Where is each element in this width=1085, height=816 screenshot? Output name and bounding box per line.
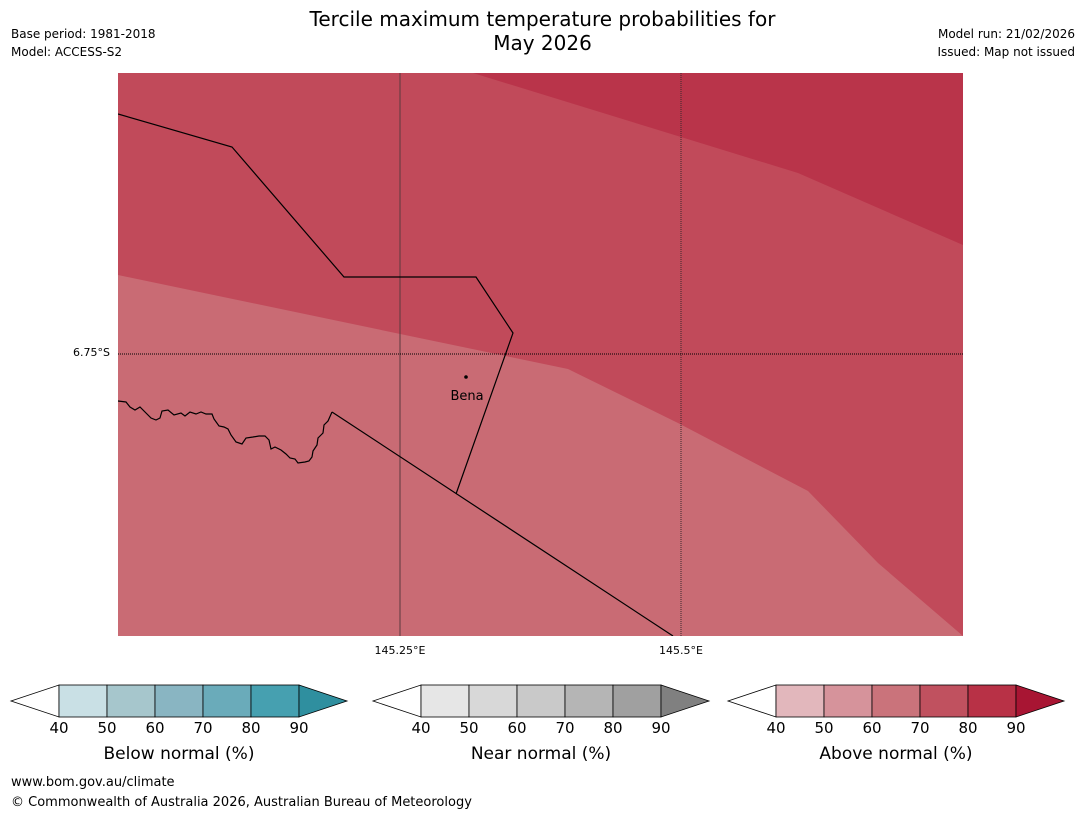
- place-marker-bena: [464, 375, 468, 379]
- province-boundary-south: [331, 411, 674, 636]
- legend-above-swatch: [967, 684, 1017, 718]
- legend-near-swatch: [420, 684, 470, 718]
- legend-above-swatch: [919, 684, 969, 718]
- legend-above-tick: 80: [958, 719, 978, 737]
- legend-above-swatch: [823, 684, 873, 718]
- legend-above-extend-high: [1015, 684, 1066, 718]
- legend-above-swatch: [775, 684, 825, 718]
- map-svg: Bena: [118, 73, 963, 636]
- legend-near-swatch: [612, 684, 662, 718]
- coastline: [118, 400, 333, 464]
- legend-near-title: Near normal (%): [470, 744, 612, 764]
- legend-above-title: Above normal (%): [819, 744, 973, 764]
- legend-below-tick: 70: [193, 719, 213, 737]
- meta-left: Base period: 1981-2018 Model: ACCESS-S2: [11, 25, 156, 61]
- map-title-line2: May 2026: [493, 31, 592, 55]
- legend-near-extend-low: [371, 684, 422, 718]
- lon-label-145-5: 145.5°E: [659, 644, 703, 657]
- map-title-line1: Tercile maximum temperature probabilitie…: [309, 7, 776, 31]
- base-period: Base period: 1981-2018: [11, 27, 156, 41]
- legend-below-tick: 60: [145, 719, 165, 737]
- province-boundary: [118, 113, 514, 495]
- legend-below-tick: 90: [289, 719, 309, 737]
- lon-label-145-25: 145.25°E: [374, 644, 426, 657]
- legend-near-tick: 50: [459, 719, 479, 737]
- legend-above-swatch: [871, 684, 921, 718]
- legend-near-tick: 40: [411, 719, 431, 737]
- legend-below-bar: [9, 684, 349, 718]
- legend-below-swatch: [106, 684, 156, 718]
- footer-url[interactable]: www.bom.gov.au/climate: [11, 775, 175, 790]
- legend-near-swatch: [468, 684, 518, 718]
- legend-above-tick: 70: [910, 719, 930, 737]
- legend-above-tick: 60: [862, 719, 882, 737]
- legend-near-tick: 80: [603, 719, 623, 737]
- legend-below-swatch: [154, 684, 204, 718]
- legend-above-tick: 40: [766, 719, 786, 737]
- legend-near: [371, 684, 711, 720]
- legend-near-swatch: [516, 684, 566, 718]
- legend-below-title: Below normal (%): [103, 744, 255, 764]
- legend-below: [9, 684, 349, 720]
- legend-near-swatch: [564, 684, 614, 718]
- legend-above-extend-low: [726, 684, 777, 718]
- legend-below-swatch: [250, 684, 300, 718]
- legend-near-extend-high: [660, 684, 711, 718]
- legend-below-swatch: [202, 684, 252, 718]
- legend-below-extend-low: [9, 684, 60, 718]
- legend-above: [726, 684, 1066, 720]
- zone-above-80-90: [473, 73, 963, 245]
- legend-below-tick: 80: [241, 719, 261, 737]
- legend-below-tick: 40: [49, 719, 69, 737]
- lat-label: 6.75°S: [73, 346, 110, 359]
- place-label-bena: Bena: [450, 389, 483, 404]
- issued-status: Issued: Map not issued: [937, 45, 1075, 59]
- meta-right: Model run: 21/02/2026 Issued: Map not is…: [937, 25, 1075, 61]
- map-panel: Bena: [118, 73, 963, 636]
- legend-above-tick: 90: [1006, 719, 1026, 737]
- legend-below-swatch: [58, 684, 108, 718]
- legend-near-tick: 60: [507, 719, 527, 737]
- legend-above-bar: [726, 684, 1066, 718]
- legend-below-tick: 50: [97, 719, 117, 737]
- legend-below-extend-high: [298, 684, 349, 718]
- footer-copyright: © Commonwealth of Australia 2026, Austra…: [11, 795, 472, 810]
- legend-near-tick: 90: [651, 719, 671, 737]
- legend-near-tick: 70: [555, 719, 575, 737]
- legend-near-bar: [371, 684, 711, 718]
- legend-above-tick: 50: [814, 719, 834, 737]
- model-name: Model: ACCESS-S2: [11, 45, 123, 59]
- model-run: Model run: 21/02/2026: [937, 27, 1075, 41]
- map-title: Tercile maximum temperature probabilitie…: [0, 7, 1085, 55]
